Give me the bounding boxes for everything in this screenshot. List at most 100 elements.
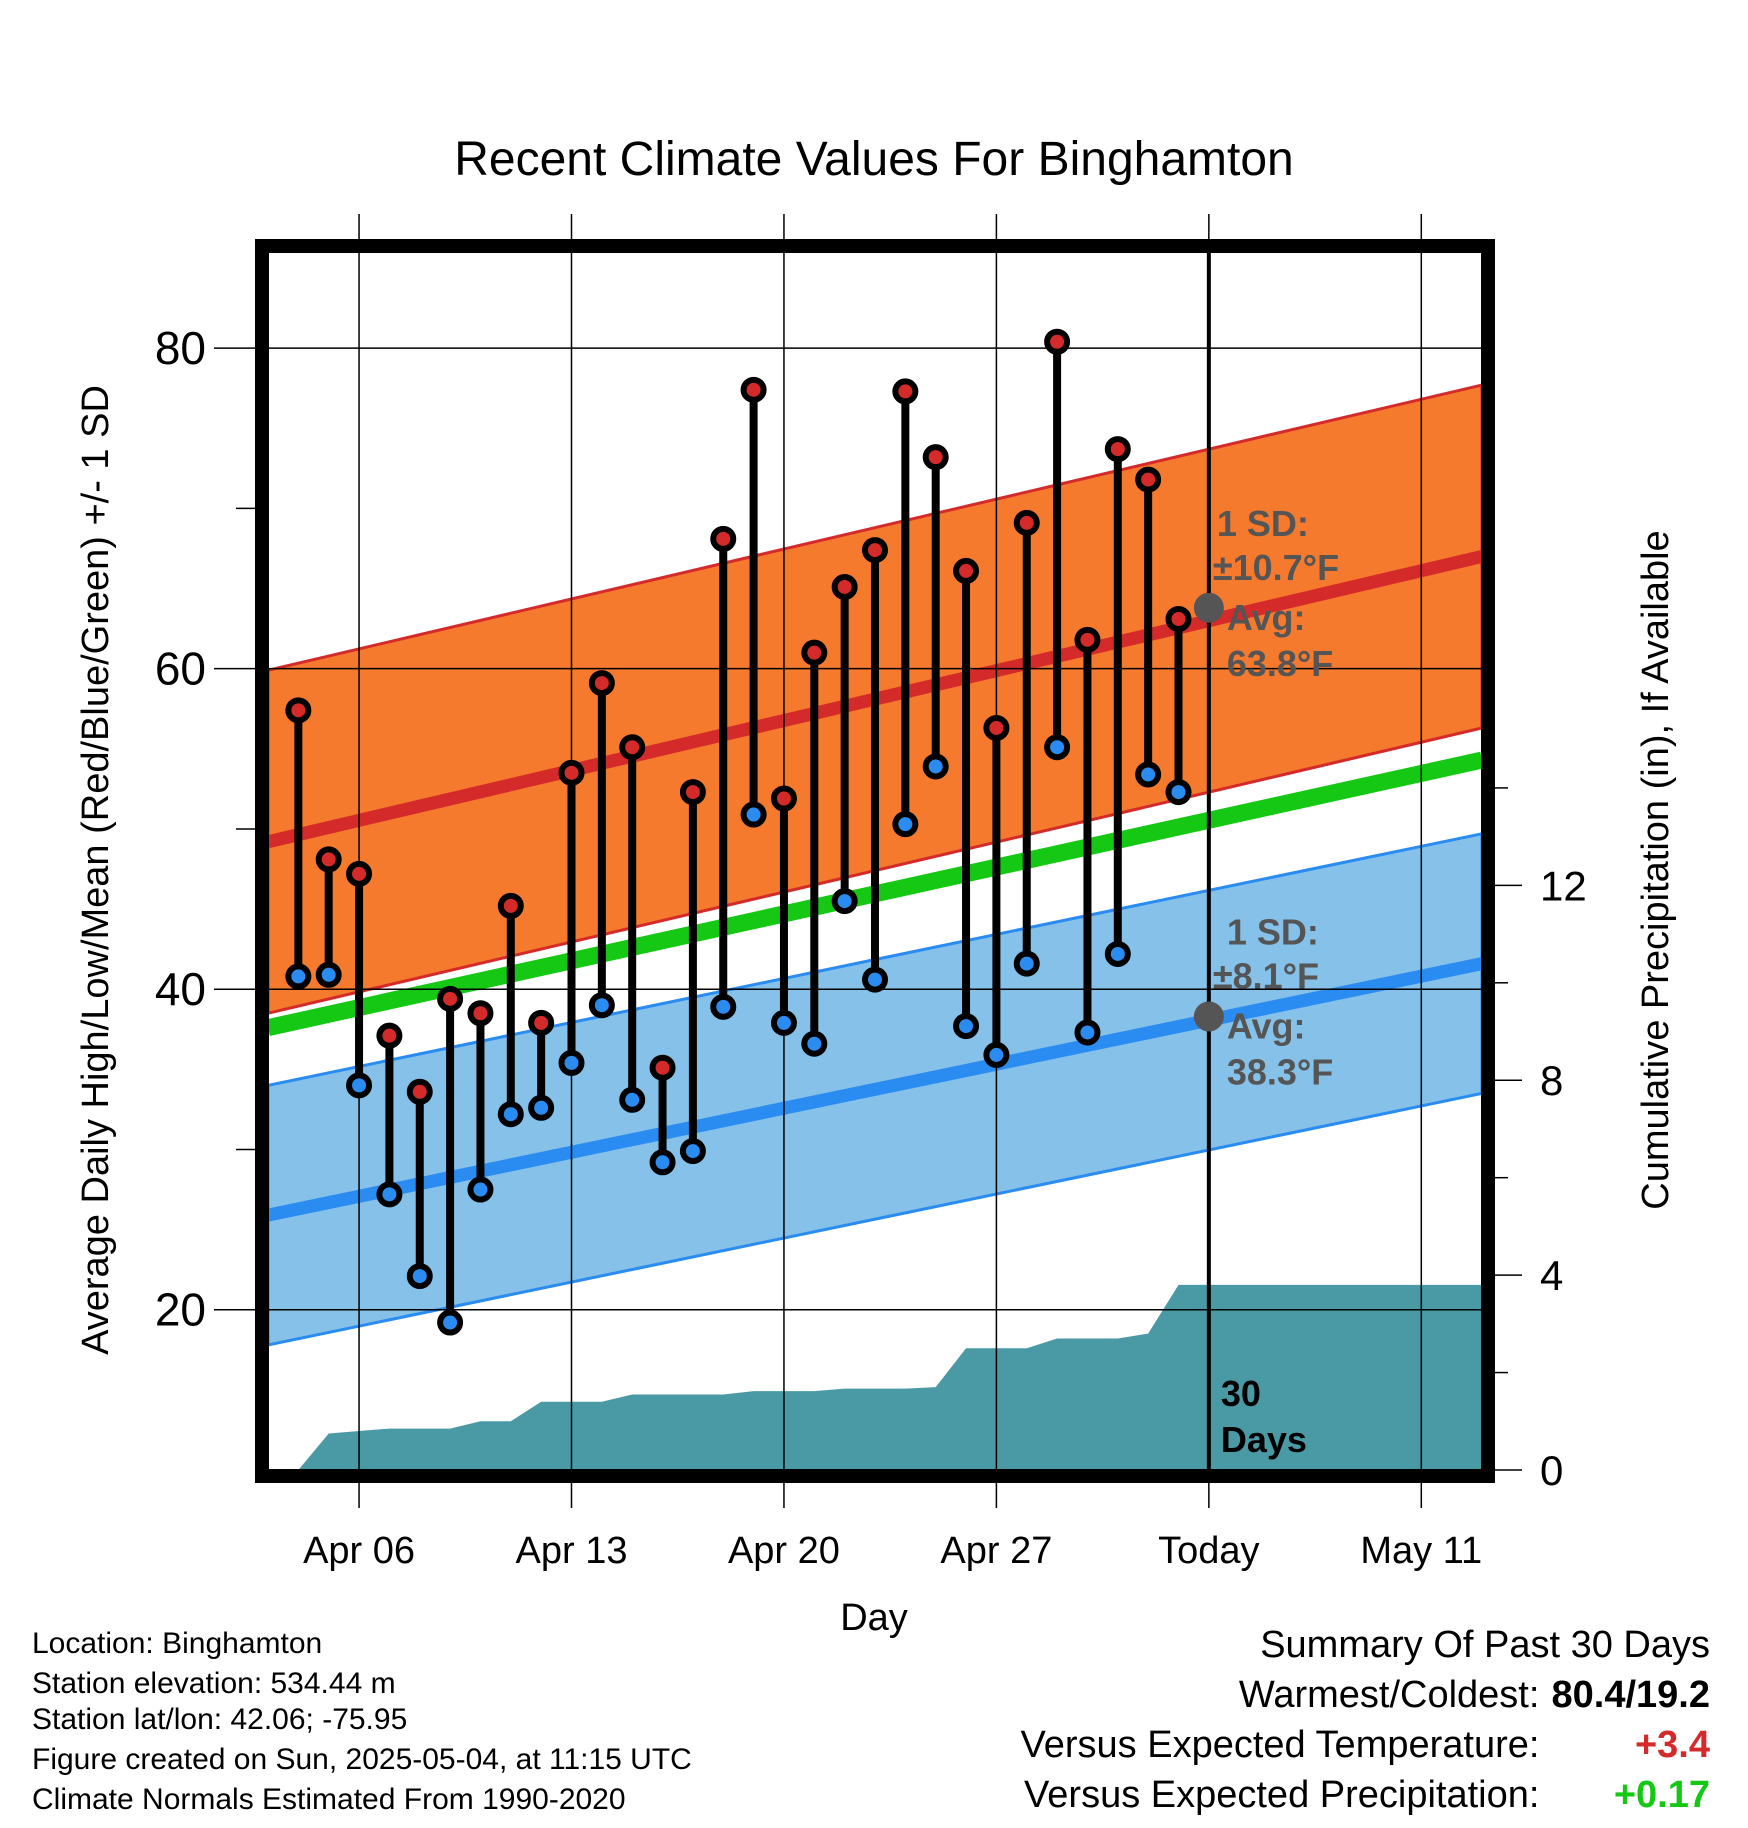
daily-high-point	[953, 557, 980, 584]
daily-high-point	[1074, 626, 1101, 653]
y-tick-label-left: 80	[155, 322, 206, 374]
daily-high-point	[770, 785, 797, 812]
daily-high-point	[315, 846, 342, 873]
daily-low-point	[649, 1149, 676, 1176]
daily-high-point	[376, 1022, 403, 1049]
created-text: Figure created on Sun, 2025-05-04, at 11…	[32, 1743, 692, 1776]
daily-low-point	[801, 1030, 828, 1057]
daily-high-point	[983, 714, 1010, 741]
today-avg-marker	[1193, 1001, 1224, 1032]
daily-low-point	[588, 992, 615, 1019]
elevation-text: Station elevation: 534.44 m	[32, 1667, 396, 1700]
daily-low-point	[740, 801, 767, 828]
daily-high-point	[588, 670, 615, 697]
daily-high-point	[1044, 328, 1071, 355]
avg-value: 38.3°F	[1227, 1051, 1333, 1092]
x-tick-label: Apr 20	[728, 1530, 840, 1572]
daily-high-point	[497, 892, 524, 919]
daily-high-point	[1135, 466, 1162, 493]
daily-high-point	[1104, 436, 1131, 463]
daily-low-point	[1044, 734, 1071, 761]
daily-high-point	[710, 525, 737, 552]
info-block: Location: Binghamton Station elevation: …	[32, 1626, 692, 1818]
x-tick-label: Apr 06	[303, 1530, 415, 1572]
location-text: Location: Binghamton	[32, 1627, 323, 1660]
daily-high-point	[801, 639, 828, 666]
x-tick-label: Apr 27	[940, 1530, 1052, 1572]
daily-high-point	[406, 1078, 433, 1105]
daily-low-point	[497, 1101, 524, 1128]
daily-high-point	[649, 1054, 676, 1081]
avg-label: Avg:	[1227, 597, 1306, 638]
daily-low-point	[770, 1009, 797, 1036]
today-days-label: 30	[1221, 1373, 1261, 1414]
sd-label: 1 SD:	[1217, 503, 1309, 544]
y-tick-label-right: 0	[1540, 1447, 1563, 1494]
precip-row: Versus Expected Precipitation: +0.17	[1021, 1770, 1710, 1820]
daily-low-point	[406, 1263, 433, 1290]
daily-low-point	[922, 753, 949, 780]
daily-low-point	[983, 1041, 1010, 1068]
warm-cold-value: 80.4/19.2	[1551, 1674, 1710, 1716]
y-tick-label-left: 60	[155, 643, 206, 695]
daily-low-point	[558, 1049, 585, 1076]
low-normal-line	[268, 957, 1482, 1222]
daily-low-point	[710, 993, 737, 1020]
daily-high-point	[558, 759, 585, 786]
daily-high-point	[831, 573, 858, 600]
avg-value: 63.8°F	[1227, 643, 1333, 684]
x-axis-label: Day	[840, 1597, 908, 1639]
daily-low-point	[953, 1013, 980, 1040]
warm-cold-label: Warmest/Coldest:	[1238, 1674, 1540, 1716]
daily-low-point	[467, 1176, 494, 1203]
daily-low-point	[528, 1094, 555, 1121]
today-avg-marker	[1193, 592, 1224, 623]
daily-low-point	[1104, 940, 1131, 967]
warm-cold-row: Warmest/Coldest: 80.4/19.2	[1021, 1670, 1710, 1720]
daily-low-point	[1074, 1019, 1101, 1046]
avg-label: Avg:	[1227, 1005, 1306, 1046]
daily-high-point	[437, 985, 464, 1012]
precip-value: +0.17	[1613, 1774, 1710, 1816]
y-tick-label-left: 40	[155, 963, 206, 1015]
daily-low-point	[831, 888, 858, 915]
daily-high-point	[892, 378, 919, 405]
daily-low-point	[1165, 779, 1192, 806]
daily-low-point	[346, 1072, 373, 1099]
summary-block: Summary Of Past 30 Days Warmest/Coldest:…	[1021, 1620, 1710, 1820]
sd-value: ±8.1°F	[1213, 955, 1319, 996]
daily-high-point	[528, 1009, 555, 1036]
x-tick-label: May 11	[1360, 1530, 1482, 1572]
daily-high-point	[1165, 606, 1192, 633]
daily-low-point	[285, 963, 312, 990]
daily-high-point	[740, 376, 767, 403]
daily-low-point	[619, 1086, 646, 1113]
y-tick-label-right: 12	[1540, 862, 1587, 909]
y-tick-label-left: 20	[155, 1284, 206, 1336]
normals-text: Climate Normals Estimated From 1990-2020	[32, 1783, 626, 1816]
temp-row: Versus Expected Temperature: +3.4	[1021, 1720, 1710, 1770]
latlon-text: Station lat/lon: 42.06; -75.95	[32, 1703, 408, 1736]
y-tick-label-right: 4	[1540, 1252, 1563, 1299]
daily-low-point	[892, 811, 919, 838]
daily-high-point	[679, 779, 706, 806]
daily-high-point	[619, 734, 646, 761]
y-axis-left-label: Average Daily High/Low/Mean (Red/Blue/Gr…	[75, 385, 117, 1355]
daily-high-point	[1013, 509, 1040, 536]
daily-low-point	[1013, 950, 1040, 977]
daily-high-point	[862, 537, 888, 564]
daily-high-point	[467, 1000, 494, 1027]
daily-high-point	[285, 697, 312, 724]
precip-label: Versus Expected Precipitation:	[1024, 1774, 1540, 1816]
chart-title: Recent Climate Values For Binghamton	[454, 133, 1294, 186]
plot-frame	[255, 239, 1495, 1483]
temp-label: Versus Expected Temperature:	[1020, 1724, 1540, 1766]
daily-low-point	[315, 961, 342, 988]
daily-low-point	[862, 966, 888, 993]
y-axis-right-label: Cumulative Precipitation (in), If Availa…	[1635, 530, 1677, 1209]
today-days-label: Days	[1221, 1419, 1307, 1460]
y-tick-label-right: 8	[1540, 1057, 1563, 1104]
daily-low-point	[679, 1138, 706, 1165]
